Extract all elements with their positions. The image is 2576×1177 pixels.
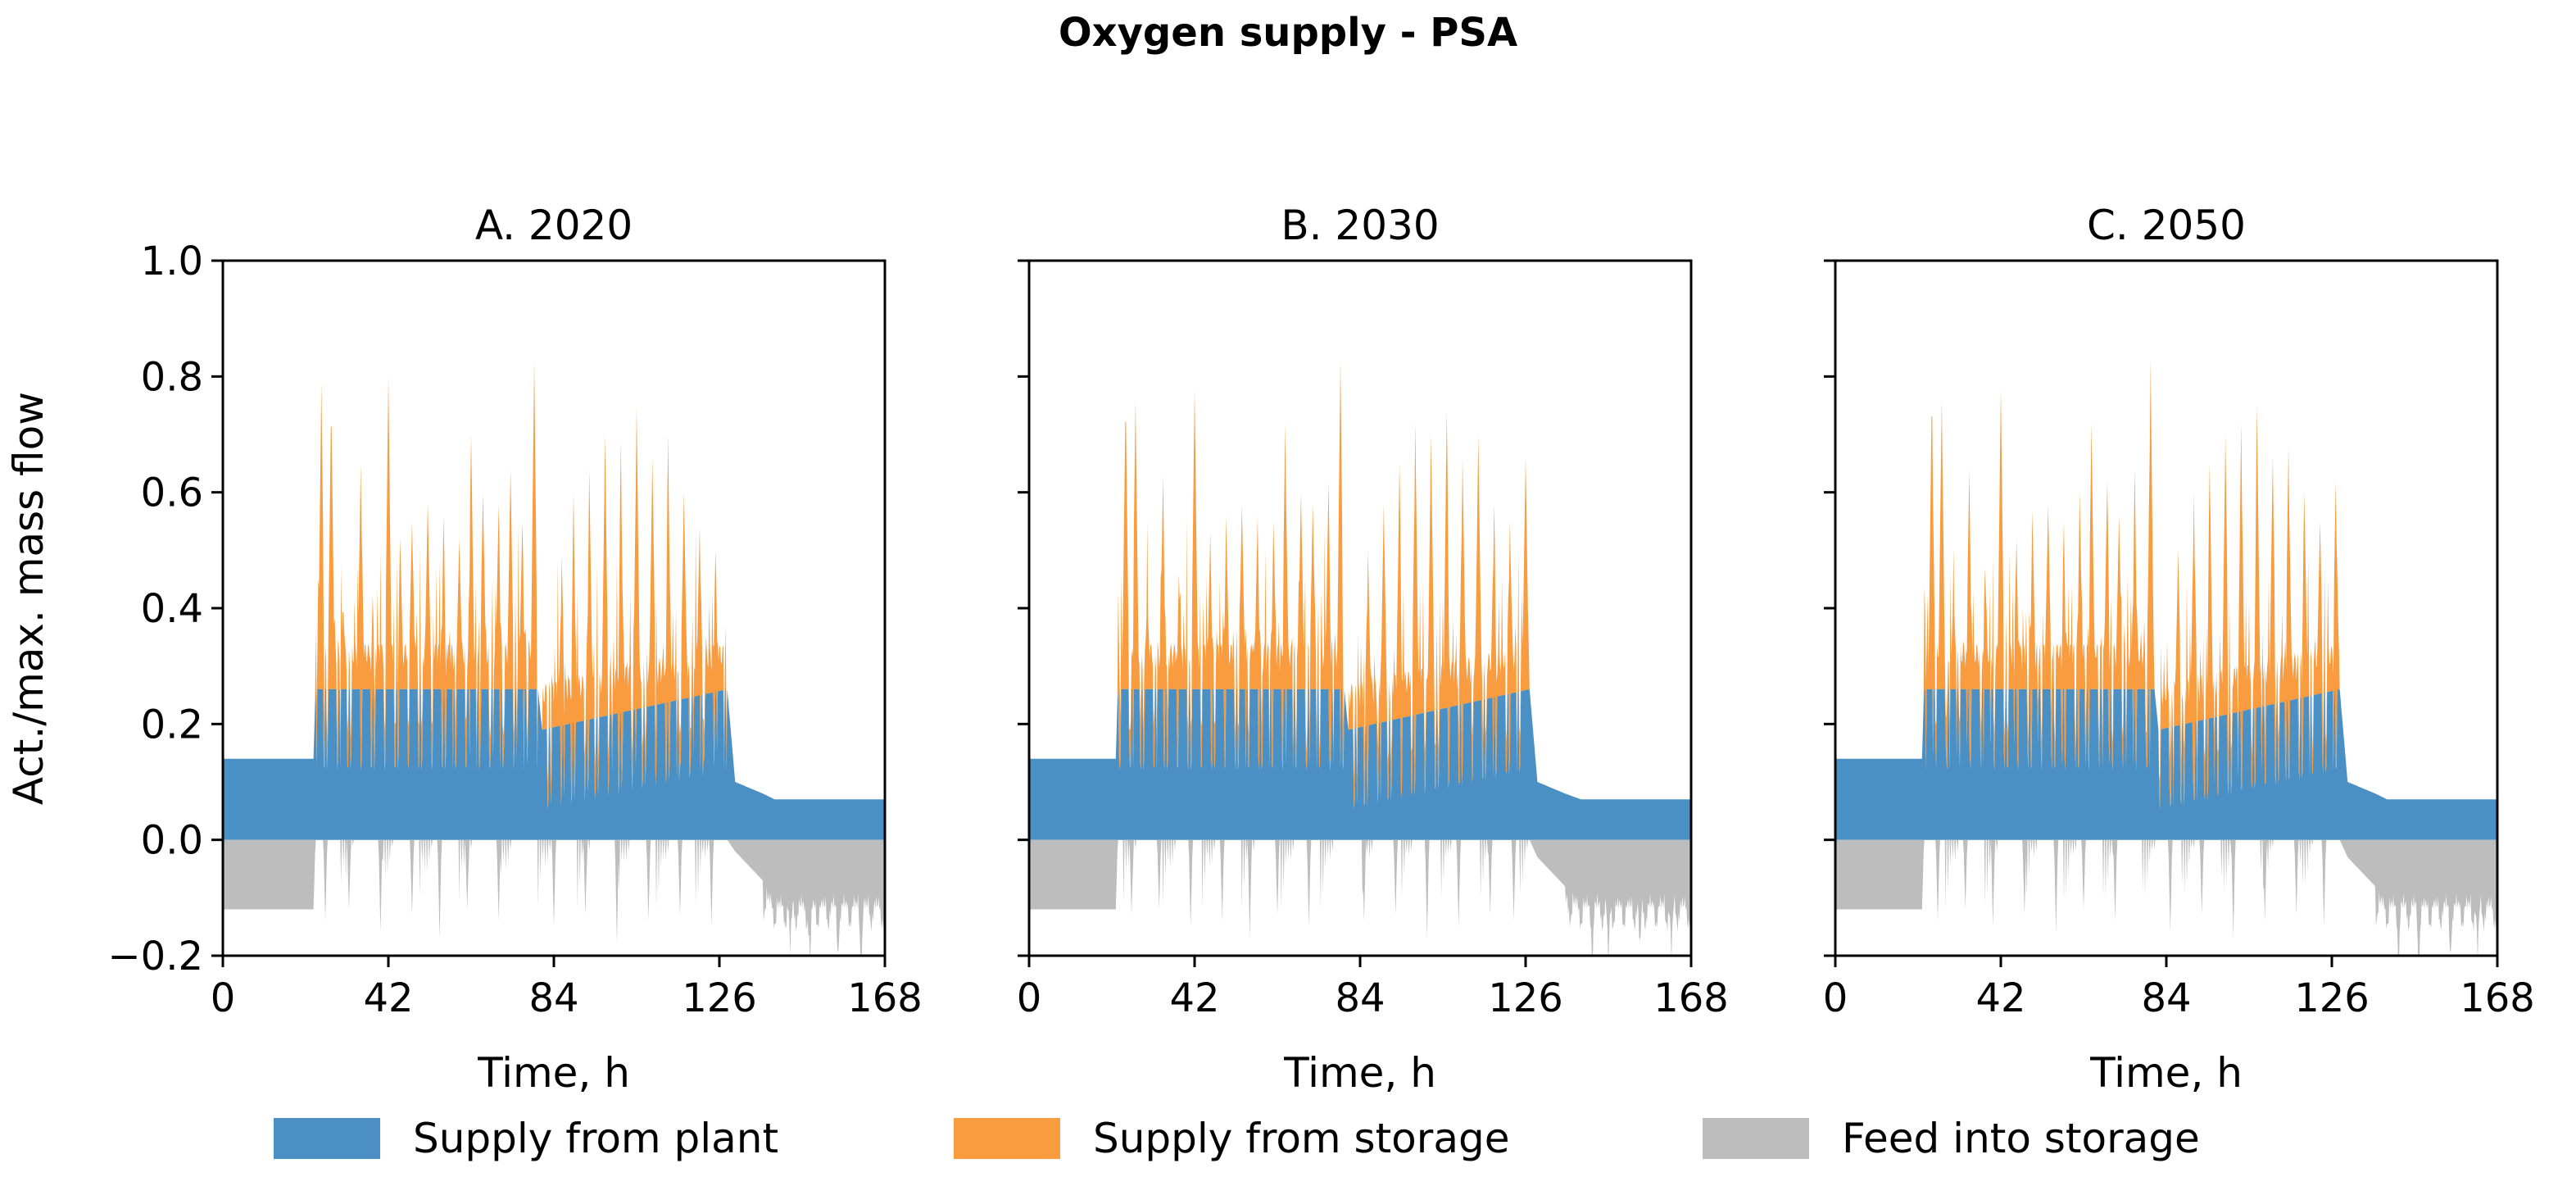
series-supply-from-plant [1029,688,1691,840]
y-tick-label: −0.2 [107,934,203,979]
legend-label: Feed into storage [1842,1115,2200,1162]
x-axis-label: Time, h [477,1049,630,1097]
series-supply-from-plant [223,688,885,840]
x-tick-label: 84 [2141,975,2191,1021]
panel-2: B. 2030 0 42 84 126 168 Time, h [1017,202,1729,1097]
x-tick-label: 42 [1975,975,2025,1021]
legend-label: Supply from plant [413,1115,778,1162]
x-tick-label: 168 [2460,975,2535,1021]
panel-title: C. 2050 [2087,202,2246,249]
panels-group: A. 2020 −0.2 0.0 0.2 0.4 0.6 0.8 1.0 0 42 84 126 168… [107,202,2534,1097]
legend-swatch [1703,1118,1809,1159]
series-feed-into-storage [1029,839,1691,956]
series-supply-from-plant [1835,688,2497,840]
plot-area [1835,359,2497,956]
y-tick-label: 1.0 [141,239,203,284]
y-axis-label: Act./max. mass flow [5,392,52,805]
legend-swatch [274,1118,380,1159]
x-tick-label: 0 [1823,975,1848,1021]
x-tick-label: 0 [211,975,236,1021]
panel-3: C. 2050 0 42 84 126 168 Time, h [1823,202,2535,1097]
legend-item: Supply from plant [274,1115,778,1162]
x-tick-label: 126 [682,975,757,1021]
x-tick-label: 168 [1653,975,1729,1021]
series-supply-from-storage [1029,359,1691,810]
figure-title: Oxygen supply - PSA [1059,10,1517,56]
x-tick-label: 168 [847,975,923,1021]
series-supply-from-storage [1835,359,2497,811]
x-tick-label: 84 [1335,975,1385,1021]
y-tick-label: 0.4 [141,586,203,632]
panel-title: A. 2020 [475,202,633,249]
panel-title: B. 2030 [1281,202,1439,249]
legend: Supply from plant Supply from storage Feed… [274,1115,2200,1162]
y-tick-label: 0.2 [141,702,203,748]
x-tick-label: 42 [1169,975,1219,1021]
legend-swatch [954,1118,1060,1159]
plot-area [223,359,885,956]
x-tick-label: 84 [528,975,578,1021]
x-tick-label: 126 [1488,975,1563,1021]
series-feed-into-storage [1835,839,2497,956]
series-feed-into-storage [223,839,885,956]
x-tick-label: 0 [1017,975,1042,1021]
plot-area [1029,359,1691,956]
y-tick-label: 0.0 [141,818,203,864]
x-axis-label: Time, h [1283,1049,1436,1097]
y-tick-label: 0.6 [141,470,203,516]
legend-item: Feed into storage [1703,1115,2200,1162]
x-tick-label: 42 [363,975,413,1021]
legend-label: Supply from storage [1093,1115,1509,1162]
x-tick-label: 126 [2294,975,2370,1021]
x-axis-label: Time, h [2089,1049,2243,1097]
series-supply-from-storage [223,359,885,810]
legend-item: Supply from storage [954,1115,1509,1162]
y-tick-label: 0.8 [141,354,203,400]
panel-1: A. 2020 −0.2 0.0 0.2 0.4 0.6 0.8 1.0 0 42 84 126 168… [107,202,922,1097]
